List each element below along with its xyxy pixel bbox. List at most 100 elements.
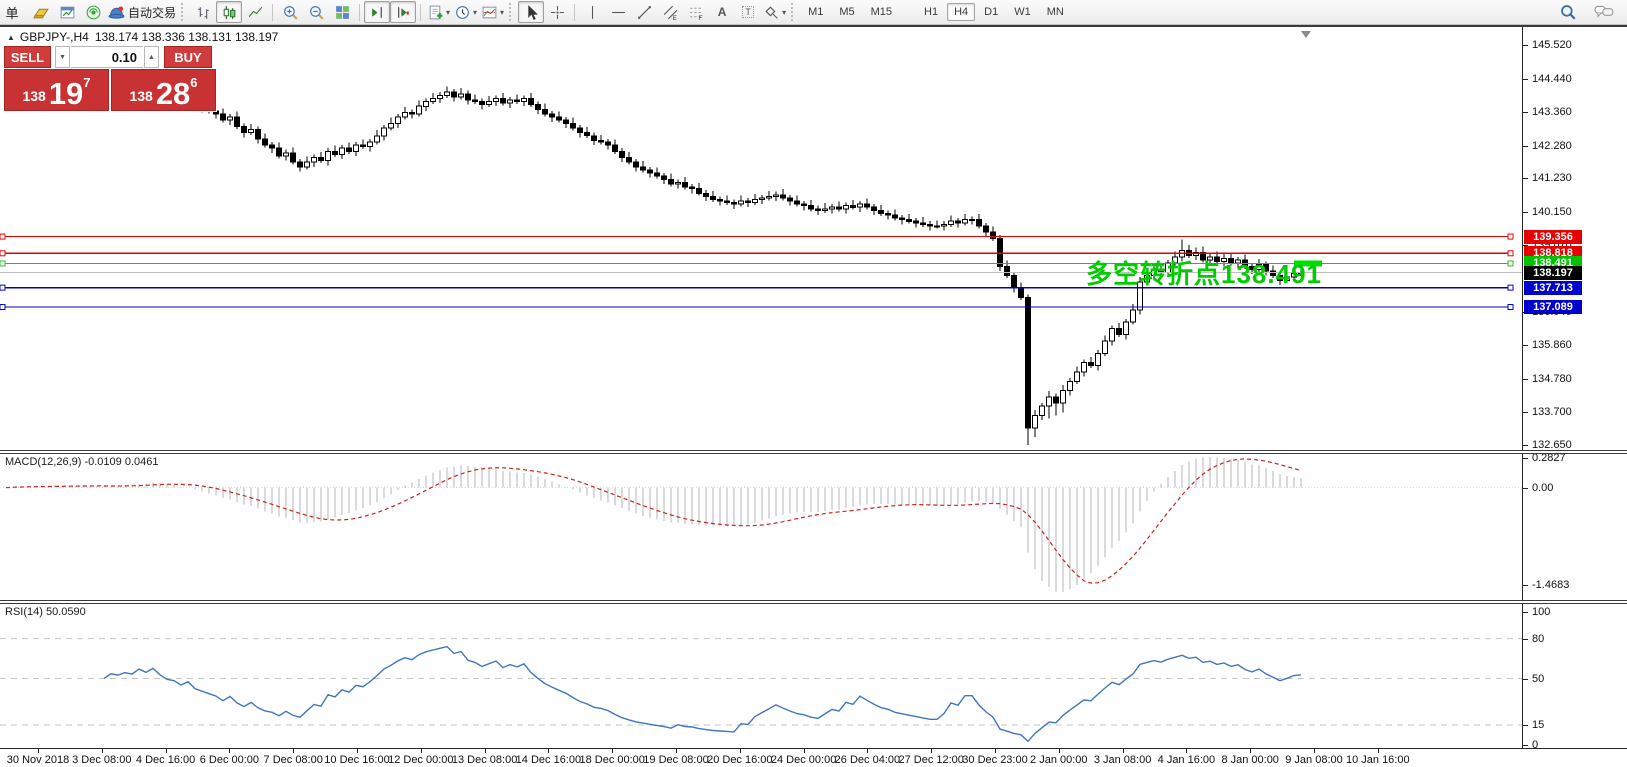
tile-windows-icon [335,5,349,19]
timeframe-H4[interactable]: H4 [947,3,976,21]
channel-tool[interactable]: E [657,1,683,23]
dropdown-caret: ▾ [500,7,505,17]
price-axis-tickmark [1523,45,1528,46]
gold-bar-icon[interactable] [28,1,54,23]
horizontal-line-139.356[interactable] [0,233,1514,240]
sell-price-button[interactable]: 138 19 7 [4,69,109,111]
pivot-annotation-text[interactable]: 多空转折点138.491 [1086,259,1322,289]
sell-button[interactable]: SELL [4,46,51,68]
collapse-icon[interactable]: ▲ [7,33,15,42]
line-chart-icon[interactable] [242,1,268,23]
time-axis-label: 30 Nov 2018 [6,754,70,766]
timeframe-MN[interactable]: MN [1046,6,1064,18]
vertical-line-tool[interactable] [579,1,605,23]
equidistant-channel-icon: E [663,5,677,21]
zoom-out-icon[interactable] [303,1,329,23]
chart-shift-icon[interactable] [364,1,391,23]
auto-scroll-icon[interactable] [390,1,417,23]
buy-price-pips: 6 [190,75,198,90]
price-axis-tickmark [1523,211,1528,213]
buy-price-button[interactable]: 138 28 6 [111,69,216,111]
sell-price-big: 19 [48,75,84,111]
clock-icon [456,5,469,19]
horizontal-line-137.713[interactable] [0,284,1514,291]
horizontal-line-138.491[interactable] [0,260,1514,267]
auto-scroll-icon [397,6,409,18]
volume-decrease-button[interactable]: ▼ [55,46,70,68]
horizontal-line-138.818[interactable] [0,250,1514,257]
timeframe-W1[interactable]: W1 [1014,6,1031,18]
trendline-icon [637,5,651,19]
timeframe-M15[interactable]: M15 [870,6,893,18]
signal-icon [86,5,100,19]
svg-text:E: E [672,14,676,20]
bar-chart-icon[interactable] [190,1,216,23]
price-badge-138.197: 138.197 [1524,265,1582,280]
signal-icon[interactable] [80,1,106,23]
line-chart-icon [248,6,262,17]
timeframe-M5[interactable]: M5 [839,6,855,18]
price-axis-tick: 132.650 [1532,438,1572,451]
search-button[interactable] [1555,1,1581,23]
candlestick-chart-icon[interactable] [216,1,243,23]
new-chart-icon[interactable] [54,1,80,23]
buy-price-prefix: 138 [129,88,153,104]
time-axis-tickmark [676,749,677,753]
text-tool[interactable]: A [709,1,735,23]
time-axis[interactable]: 30 Nov 2018 3 Dec 08:00 4 Dec 16:00 6 Dec 0… [0,748,1627,767]
dropdown-caret: ▾ [473,7,478,17]
timeframe-M1[interactable]: M1 [808,6,824,18]
timeframe-M30[interactable] [901,9,915,15]
chat-button[interactable] [1591,1,1617,23]
price-axis-tick: 140.150 [1532,205,1572,218]
toolbar-grip [181,3,186,21]
cursor-arrow-icon [527,4,538,20]
zoom-in-icon[interactable] [277,1,303,23]
timeframe-D1[interactable]: D1 [984,6,999,18]
pane-separator[interactable] [0,600,1627,604]
document-plus-icon [429,5,443,19]
time-axis-label: 3 Dec 08:00 [72,754,132,766]
horizontal-line-tool[interactable] [605,1,631,23]
time-axis-label: 4 Jan 16:00 [1157,754,1216,766]
rsi-axis-tick: 50 [1532,672,1545,685]
macd-axis-tickmark [1523,585,1528,586]
vertical-line-icon [591,5,593,19]
text-label-icon: T [742,6,754,18]
price-axis[interactable]: 139.356 138.818 138.491 138.197 137.713 137.0… [1522,27,1627,751]
trendline-tool[interactable] [631,1,657,23]
horizontal-line-137.089[interactable] [0,304,1514,311]
macd-axis-tick: 0.00 [1532,481,1554,494]
time-axis-label: 7 Dec 08:00 [263,754,323,766]
fibonacci-tool[interactable]: F [683,1,709,23]
expert-advisor-hat-icon [108,5,125,19]
rsi-axis-tickmark [1523,612,1528,613]
timeframe-H1[interactable]: H1 [924,6,939,18]
toolbar-separator [420,3,422,21]
time-axis-label: 30 Dec 23:00 [962,754,1028,766]
buy-button[interactable]: BUY [164,46,212,68]
text-label-tool[interactable]: T [735,1,761,23]
crosshair-tool[interactable] [544,1,570,23]
price-axis-tick: 134.780 [1532,372,1572,385]
indicators-button[interactable]: ▾ [479,1,506,23]
new-order-template-button[interactable]: ▾ [425,1,452,23]
tile-windows-icon[interactable] [329,1,355,23]
volume-increase-button[interactable]: ▲ [144,46,159,68]
dropdown-caret: ▾ [782,7,787,17]
chart-ohlc-values: 138.174 138.336 138.131 138.197 [94,30,279,44]
time-axis-label: 19 Dec 08:00 [643,754,709,766]
macd-axis-tickmark [1523,487,1528,489]
new-chart-icon [60,6,74,18]
cursor-tool[interactable] [518,1,545,23]
arrows-tool[interactable]: ▾ [761,1,788,23]
order-button-partial[interactable]: 单 [5,5,19,21]
volume-input[interactable] [71,46,143,68]
time-axis-label: 4 Dec 16:00 [135,754,196,766]
time-axis-label: 3 Jan 08:00 [1093,754,1152,766]
toolbar-separator [359,3,361,21]
auto-trading-button[interactable]: 自动交易 [106,1,178,23]
period-clock-button[interactable]: ▾ [452,1,479,23]
pane-separator[interactable] [0,450,1627,454]
